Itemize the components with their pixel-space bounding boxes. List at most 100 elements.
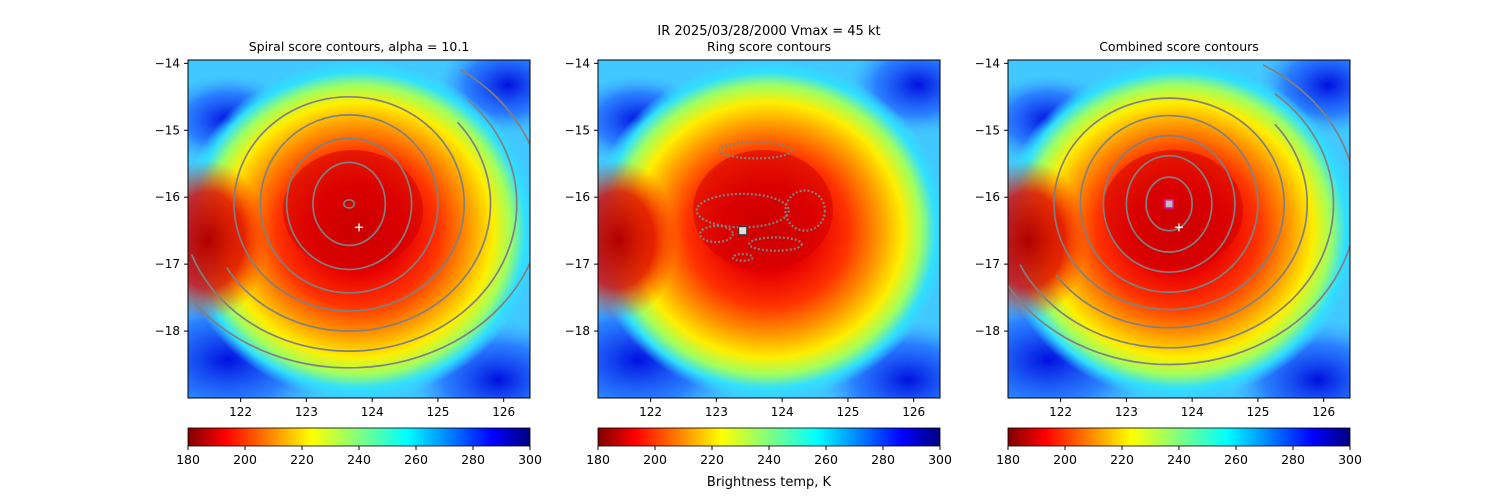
- x-tick-label: 126: [1312, 405, 1335, 419]
- contour-ring-1: [343, 199, 356, 209]
- storm-western-band: [188, 160, 268, 320]
- contour-ring-3: [285, 137, 413, 271]
- x-tick-label: 124: [1181, 405, 1204, 419]
- y-tick-label: −14: [565, 56, 590, 70]
- colorbar: [1007, 427, 1351, 447]
- chart-panel-2: Ring score contours 122 123 124 125 126 −14 −15…: [565, 39, 952, 467]
- contour-ring-2: [312, 161, 387, 247]
- y-tick-label: −17: [565, 257, 590, 271]
- y-tick-label: −18: [565, 324, 590, 338]
- ring-score-contours: [695, 141, 827, 262]
- storm-western-band: [1008, 160, 1088, 320]
- colorbar-tick-label: 260: [1224, 452, 1248, 467]
- x-tick-label: 126: [492, 405, 515, 419]
- axes-frame: [187, 59, 531, 399]
- y-tick-label: −14: [975, 56, 1000, 70]
- storm-center-marker: [355, 223, 363, 232]
- colorbar-tick-label: 280: [871, 452, 895, 467]
- colorbar-tick-label: 260: [404, 452, 428, 467]
- x-tick-label: 122: [229, 405, 252, 419]
- contour-ring-2: [1125, 154, 1213, 253]
- x-tick-label: 123: [295, 405, 318, 419]
- colorbar-tick-label: 200: [643, 452, 667, 467]
- ring-patch-3: [784, 189, 827, 232]
- colorbar-tick-label: 240: [347, 452, 371, 467]
- colorbar-tick-label: 300: [1338, 452, 1362, 467]
- figure-suptitle: IR 2025/03/28/2000 Vmax = 45 kt: [657, 24, 880, 39]
- colorbar-tick-label: 220: [290, 452, 314, 467]
- y-tick-label: −16: [155, 190, 180, 204]
- y-tick-label: −15: [155, 123, 180, 137]
- colorbar-tick-label: 180: [176, 452, 200, 467]
- colorbar-tick-label: 220: [700, 452, 724, 467]
- colorbar-tick-label: 260: [814, 452, 838, 467]
- colorbar: [597, 427, 941, 447]
- contour-arc-8: [1008, 64, 1350, 366]
- storm-center-marker: [1175, 223, 1183, 232]
- y-tick-label: −15: [975, 123, 1000, 137]
- score-contours: [1008, 64, 1350, 366]
- storm-center-marker: [738, 226, 748, 236]
- x-tick-label: 124: [361, 405, 384, 419]
- contour-ring-1: [1145, 176, 1194, 232]
- chart-panel-3: Combined score contours 122 123 124 125 126 −1…: [975, 39, 1362, 467]
- chart-panel-1: Spiral score contours, alpha = 10.1 122 12…: [155, 39, 542, 467]
- colorbar-tick-label: 180: [996, 452, 1020, 467]
- colorbar-tick-label: 300: [518, 452, 542, 467]
- contour-arc-7: [1019, 93, 1335, 349]
- axes-frame: [1007, 59, 1351, 399]
- x-tick-label: 125: [836, 405, 859, 419]
- x-tick-label: 125: [426, 405, 449, 419]
- y-tick-label: −16: [565, 190, 590, 204]
- colorbar-tick-label: 240: [1167, 452, 1191, 467]
- ring-patch-5: [748, 236, 803, 252]
- panel-title: Spiral score contours, alpha = 10.1: [249, 39, 470, 54]
- storm-core: [693, 150, 833, 270]
- colorbar-tick-label: 280: [461, 452, 485, 467]
- contour-arc-6: [1055, 123, 1309, 329]
- combined-max-marker: [1164, 199, 1174, 209]
- colorbar: [187, 427, 531, 447]
- contour-arc-7: [190, 99, 518, 352]
- y-tick-label: −15: [565, 123, 590, 137]
- x-tick-label: 124: [771, 405, 794, 419]
- storm-western-band: [598, 160, 678, 320]
- storm-core: [1103, 150, 1243, 270]
- x-tick-label: 122: [1049, 405, 1072, 419]
- contour-ring-3: [1102, 134, 1236, 274]
- contour-ring-5: [233, 95, 466, 312]
- y-tick-label: −18: [155, 324, 180, 338]
- colorbar-tick-label: 300: [928, 452, 952, 467]
- ring-patch-2: [695, 192, 790, 229]
- axes-frame: [597, 59, 941, 399]
- score-contours: [188, 68, 530, 369]
- ring-patch-1: [718, 141, 794, 160]
- colorbar-tick-label: 180: [586, 452, 610, 467]
- panels-layer: Spiral score contours, alpha = 10.1 122 12…: [155, 39, 1362, 467]
- contour-ring-4: [1079, 114, 1259, 294]
- colorbar-tick-label: 200: [1053, 452, 1077, 467]
- contour-ring-4: [259, 114, 439, 294]
- x-tick-label: 125: [1246, 405, 1269, 419]
- panel-title: Ring score contours: [707, 39, 831, 54]
- brightness-temp-heatmap: [598, 60, 940, 398]
- ring-patch-6: [731, 252, 754, 262]
- colorbar-tick-label: 220: [1110, 452, 1134, 467]
- contour-arc-6: [225, 121, 492, 332]
- colorbar-tick-label: 280: [1281, 452, 1305, 467]
- y-tick-label: −17: [975, 257, 1000, 271]
- y-tick-label: −14: [155, 56, 180, 70]
- x-tick-label: 126: [902, 405, 925, 419]
- x-tick-label: 123: [705, 405, 728, 419]
- ring-patch-4: [698, 224, 734, 244]
- x-tick-label: 123: [1115, 405, 1138, 419]
- colorbar-tick-label: 200: [233, 452, 257, 467]
- x-tick-label: 122: [639, 405, 662, 419]
- panel-title: Combined score contours: [1099, 39, 1259, 54]
- storm-core: [283, 150, 423, 270]
- colorbar-label: Brightness temp, K: [707, 475, 832, 490]
- y-tick-label: −17: [155, 257, 180, 271]
- y-tick-label: −16: [975, 190, 1000, 204]
- y-tick-label: −18: [975, 324, 1000, 338]
